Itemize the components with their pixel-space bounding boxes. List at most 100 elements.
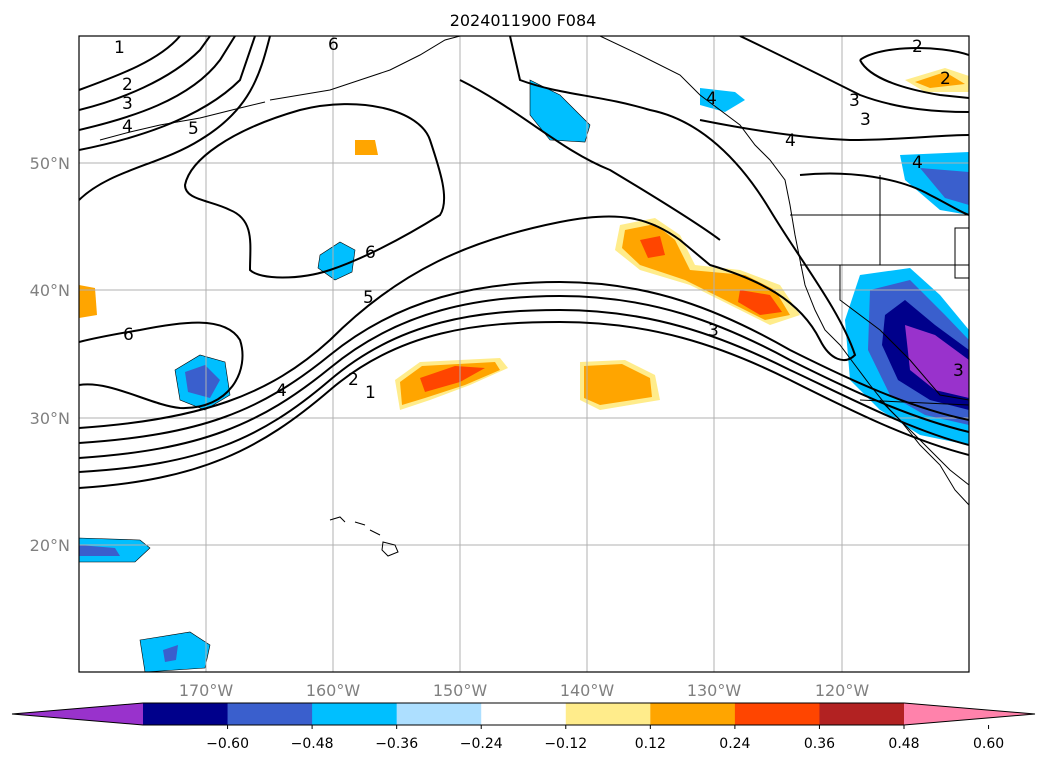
- contour-mid: [459, 79, 721, 241]
- state-border: [954, 227, 969, 279]
- contour-label: 4: [785, 131, 796, 151]
- lat-label: 20°N: [30, 536, 70, 555]
- contour-label-group: 1 2 3 4 5 6 2 3 4 5 6 6 4 2 1 3 2 3 4 4 …: [114, 35, 964, 403]
- contour-label: 6: [328, 35, 339, 55]
- contour-1: [79, 320, 969, 489]
- contour-label: 5: [363, 288, 374, 308]
- contour-label: 4: [276, 381, 287, 401]
- map-area: [79, 36, 969, 672]
- colorbar-outline: [11, 702, 1036, 726]
- pos-area: [915, 72, 965, 88]
- lon-label: 160°W: [306, 681, 361, 700]
- colorbar-extend-min: [12, 703, 143, 725]
- contour-north: [79, 36, 181, 91]
- pos-area: [640, 236, 665, 258]
- neg-area: [529, 79, 591, 143]
- contour-6: [79, 321, 244, 410]
- neg-area: [920, 168, 969, 205]
- contour-label: 3: [122, 94, 133, 114]
- hawaii-island: [369, 529, 381, 536]
- state-border: [839, 265, 969, 401]
- contour-3: [79, 294, 969, 459]
- pos-area: [355, 140, 378, 155]
- lon-label: 140°W: [560, 681, 615, 700]
- contour-label: 4: [706, 89, 717, 109]
- pos-area: [420, 366, 485, 392]
- map-layers: 1 2 3 4 5 6 2 3 4 5 6 6 4 2 1 3 2 3 4 4 …: [79, 35, 969, 672]
- lat-axis: 50°N 40°N 30°N 20°N: [30, 154, 70, 555]
- contour-2: [79, 308, 969, 473]
- contour-label: 4: [912, 153, 923, 173]
- lon-label: 170°W: [179, 681, 234, 700]
- contour-north: [79, 36, 236, 131]
- contour-label: 2: [122, 75, 133, 95]
- contour-east: [859, 47, 969, 61]
- colorbar-tick-label: −0.36: [375, 736, 418, 752]
- colorbar-segment: [143, 703, 229, 725]
- neg-area: [79, 545, 120, 556]
- contour-label: 2: [912, 37, 923, 57]
- colorbar-segment: [481, 703, 567, 725]
- contour-label: 1: [365, 383, 376, 403]
- aleutians: [99, 101, 266, 141]
- contour-label: 1: [114, 38, 125, 58]
- contour-north: [79, 36, 211, 111]
- lon-label: 130°W: [687, 681, 742, 700]
- lon-label: 120°W: [815, 681, 870, 700]
- colorbar-tick-label: −0.60: [206, 736, 249, 752]
- pos-area: [79, 285, 97, 318]
- contour-label: 3: [849, 91, 860, 111]
- contour-label: 3: [708, 321, 719, 341]
- contour-label: 4: [122, 117, 133, 137]
- colorbar-tick-label: −0.24: [460, 736, 503, 752]
- map-frame: [78, 35, 970, 673]
- lon-label: 150°W: [433, 681, 488, 700]
- colorbar-segment: [227, 703, 313, 725]
- colorbar-tick-label: 0.48: [888, 736, 919, 752]
- colorbar: −0.60 −0.48 −0.36 −0.24 −0.12 0.12 0.24 0.36 0.4…: [11, 702, 1036, 752]
- contour-label: 3: [860, 110, 871, 130]
- gridlines: [79, 36, 969, 672]
- colorbar-segment: [312, 703, 398, 725]
- neg-area: [185, 365, 220, 398]
- hawaii-island: [329, 516, 346, 523]
- contour-label: 3: [953, 361, 964, 381]
- colorbar-segment: [396, 703, 482, 725]
- colorbar-tick-label: 0.36: [804, 736, 835, 752]
- coastlines: [99, 36, 969, 557]
- colorbar-tick-label: 0.60: [973, 736, 1004, 752]
- neg-area: [905, 325, 969, 398]
- contour-label: 5: [188, 119, 199, 139]
- neg-area: [700, 88, 745, 112]
- lat-label: 50°N: [30, 154, 70, 173]
- colorbar-tick-label: −0.48: [291, 736, 334, 752]
- contour-east: [799, 172, 969, 216]
- contour-north: [79, 36, 271, 201]
- colorbar-segment: [734, 703, 820, 725]
- figure-title: 2024011900 F084: [450, 11, 597, 30]
- contour-north: [79, 36, 256, 151]
- pos-area: [584, 364, 652, 405]
- contour-4: [79, 280, 969, 444]
- alaska-coast: [269, 36, 461, 101]
- lat-label: 40°N: [30, 281, 70, 300]
- colorbar-extend-max: [904, 703, 1035, 725]
- hawaii-island: [381, 541, 399, 557]
- colorbar-tick-label: 0.24: [719, 736, 750, 752]
- colorbar-tick-label: −0.12: [544, 736, 587, 752]
- lat-label: 30°N: [30, 409, 70, 428]
- neg-area: [163, 645, 178, 662]
- colorbar-tick-label: 0.12: [635, 736, 666, 752]
- contour-east: [699, 119, 969, 142]
- contour-label: 6: [365, 243, 376, 263]
- pos-area: [738, 290, 782, 315]
- hawaii-island: [354, 521, 366, 526]
- colorbar-segment: [819, 703, 905, 725]
- contour-5: [79, 36, 857, 429]
- colorbar-segment: [650, 703, 736, 725]
- colorbar-segment: [565, 703, 651, 725]
- contour-6b: [183, 103, 446, 279]
- contour-label: 6: [123, 325, 134, 345]
- baja-coast: [879, 399, 969, 506]
